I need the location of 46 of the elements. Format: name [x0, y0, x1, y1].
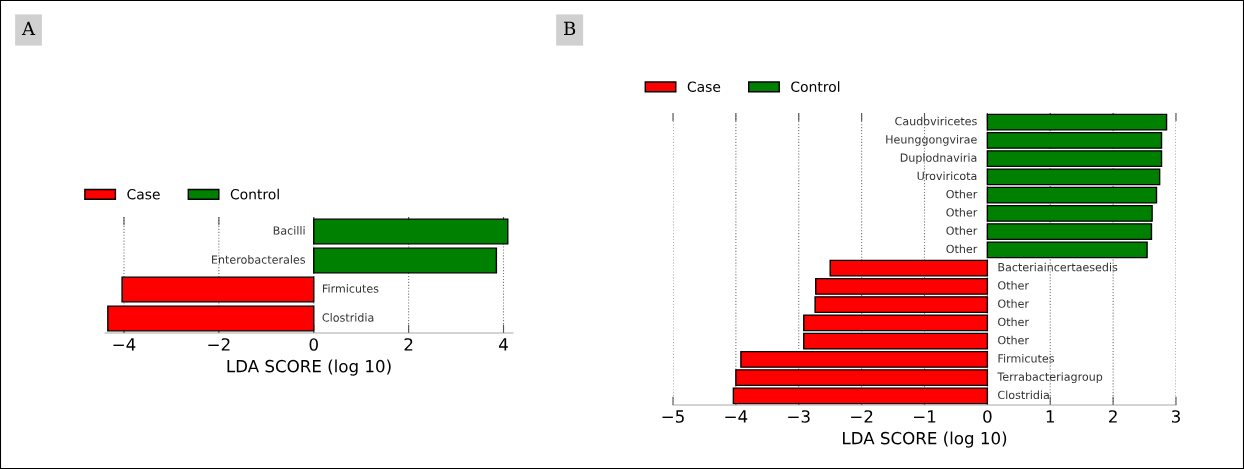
category-label: Other [998, 317, 1029, 327]
x-tick-label: 4 [499, 338, 508, 351]
category-label: Terrabacteriagroup [997, 372, 1103, 383]
bar [313, 218, 509, 245]
legend-label: Case [127, 188, 160, 200]
legend-label: Case [687, 81, 721, 92]
category-label: Duplodnaviria [900, 153, 977, 164]
x-tick-label: 2 [1109, 410, 1117, 423]
category-label: Firmicutes [322, 284, 379, 293]
x-tick-label: −3 [788, 410, 810, 423]
category-label: Other [946, 244, 978, 254]
x-tick-label: 3 [1171, 410, 1180, 423]
legend-label: Control [791, 81, 840, 92]
category-label: Other [998, 299, 1029, 308]
x-tick-label: −1 [913, 410, 936, 423]
x-axis-title: LDA SCORE (log 10) [843, 431, 1007, 448]
category-label: Enterobacterales [212, 255, 306, 264]
category-label: Other [998, 281, 1029, 290]
x-tick-label: 1 [1046, 410, 1055, 423]
x-tick-label: −2 [851, 410, 873, 423]
category-label: Other [946, 189, 978, 199]
text: B [564, 21, 576, 35]
x-tick-label: −4 [113, 338, 136, 351]
category-label: Firmicutes [998, 354, 1054, 363]
x-tick-label: −2 [208, 338, 230, 351]
category-label: Other [946, 226, 978, 235]
category-label: Caudoviricetes [895, 116, 977, 126]
text: A [21, 21, 36, 35]
x-tick-label: 0 [309, 338, 318, 351]
category-label: Bacilli [273, 226, 305, 235]
category-label: Clostridia [998, 390, 1049, 400]
category-label: Other [998, 335, 1029, 345]
bar [121, 276, 315, 303]
bar [313, 247, 498, 274]
category-label: Uroviricota [917, 171, 977, 181]
category-label: Bacteriaincertaesedis [998, 262, 1118, 272]
bar [107, 305, 315, 332]
x-tick-label: −4 [725, 410, 748, 423]
category-label: Heunggongvirae [886, 135, 977, 146]
category-label: Other [946, 208, 978, 217]
category-label: Clostridia [322, 313, 374, 322]
x-tick-label: −5 [662, 410, 684, 423]
x-tick-label: 0 [983, 410, 992, 423]
x-tick-label: 2 [404, 338, 413, 351]
legend-label: Control [230, 188, 279, 200]
x-axis-title: LDA SCORE (log 10) [227, 359, 391, 376]
